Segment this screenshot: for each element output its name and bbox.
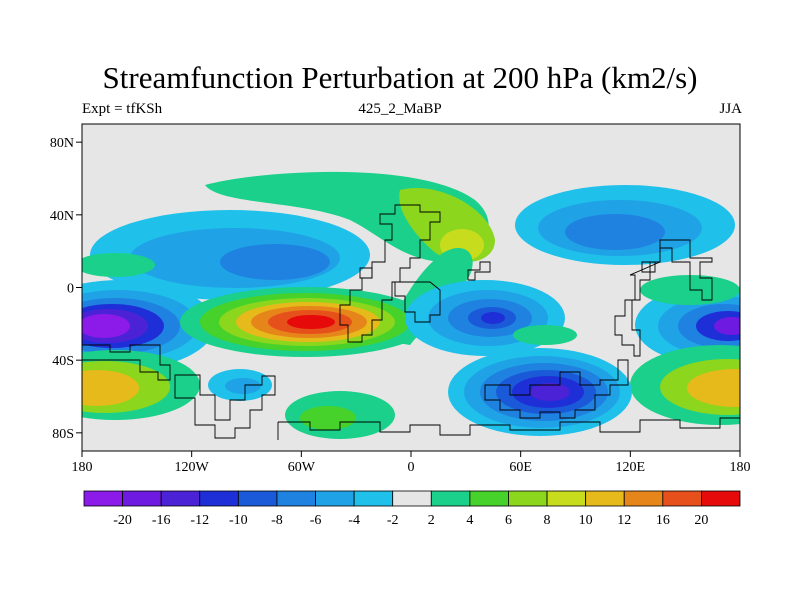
coastlines <box>82 204 740 440</box>
colorbar-label: -2 <box>387 513 399 528</box>
blob-sw-pos-l3 <box>82 370 139 406</box>
colorbar-label: 4 <box>466 513 473 528</box>
coast-south-america-north <box>82 344 171 381</box>
coast-japan <box>641 261 656 273</box>
lat-tick-label: 0 <box>67 282 74 297</box>
colorbar-box <box>701 490 741 507</box>
coast-antarctica <box>278 417 740 436</box>
colorbar-label: 10 <box>579 513 593 528</box>
colorbar-box <box>199 490 239 507</box>
blob-east-neg-l5 <box>714 317 740 335</box>
colorbar-label: -16 <box>152 513 171 528</box>
colorbar-label: -8 <box>271 513 283 528</box>
blob-nw-pos <box>82 253 155 277</box>
lat-tick-label: 40N <box>50 209 74 224</box>
latitude-ticks: 80N 40N 0 40S 80S <box>50 136 82 442</box>
colorbar-box <box>469 490 509 507</box>
colorbar-label: -20 <box>113 513 132 528</box>
right-string: JJA <box>719 101 742 117</box>
blob-trop-pos-l7 <box>287 315 335 329</box>
colorbar-box <box>276 490 316 507</box>
blob-npac-neg-l3 <box>220 244 330 280</box>
coast-iberia <box>359 267 373 279</box>
colorbar-label: -4 <box>348 513 360 528</box>
blob-sp-neg-l2 <box>225 378 261 394</box>
colorbar-box <box>83 490 123 507</box>
blob-io-pos <box>513 325 577 345</box>
coast-australia <box>484 359 629 419</box>
colorbar-box <box>237 490 278 507</box>
colorbar-box <box>662 490 702 507</box>
coast-west-africa <box>394 281 441 323</box>
colorbar-box <box>353 490 394 507</box>
contour-fill <box>82 171 740 439</box>
lon-tick-label: 180 <box>72 460 93 475</box>
colorbar-box <box>508 490 548 507</box>
colorbar-box <box>546 490 587 507</box>
lon-tick-label: 120E <box>616 460 646 475</box>
blob-sp-pos-l2 <box>300 406 356 430</box>
left-string: Expt = tfKSh <box>82 101 163 117</box>
lon-tick-label: 0 <box>408 460 415 475</box>
lat-tick-label: 80S <box>52 427 74 442</box>
colorbar-box <box>585 490 625 507</box>
colorbar-label: 2 <box>428 513 435 528</box>
lat-tick-label: 40S <box>52 354 74 369</box>
center-string: 425_2_MaBP <box>358 101 442 117</box>
colorbar-box <box>315 490 355 507</box>
colorbar-label: 12 <box>617 513 631 528</box>
colorbar-label: -12 <box>190 513 209 528</box>
colorbar-box <box>392 490 432 507</box>
colorbar-label: 20 <box>694 513 708 528</box>
coast-europe-africa <box>339 204 441 343</box>
colorbar-label: 6 <box>505 513 512 528</box>
blob-so-neg-l6 <box>530 383 570 401</box>
colorbar-label: -10 <box>229 513 248 528</box>
blob-io-neg-l5 <box>481 312 505 324</box>
lon-tick-label: 180 <box>730 460 751 475</box>
lon-tick-label: 60E <box>509 460 532 475</box>
coast-arabia <box>467 261 491 281</box>
colorbar-box <box>160 490 201 507</box>
coast-south-america <box>174 374 276 439</box>
lon-tick-label: 60W <box>288 460 316 475</box>
blob-asia-neg-l3 <box>565 214 665 250</box>
colorbar: -20 -16 -12 -10 -8 -6 -4 -2 2 4 6 8 10 12 16 20 <box>83 490 741 528</box>
colorbar-label: -6 <box>310 513 322 528</box>
lon-tick-label: 120W <box>175 460 210 475</box>
colorbar-box <box>122 490 162 507</box>
colorbar-label: 8 <box>544 513 551 528</box>
colorbar-box <box>623 490 664 507</box>
colorbar-label: 16 <box>656 513 670 528</box>
lat-tick-label: 80N <box>50 136 74 151</box>
blob-west-neg-l6 <box>82 314 130 338</box>
blob-se-pos-l3 <box>687 369 740 407</box>
plot-title: Streamfunction Perturbation at 200 hPa (… <box>102 60 698 95</box>
longitude-ticks: 180 120W 60W 0 60E 120E 180 <box>72 451 751 475</box>
colorbar-box <box>430 490 471 507</box>
